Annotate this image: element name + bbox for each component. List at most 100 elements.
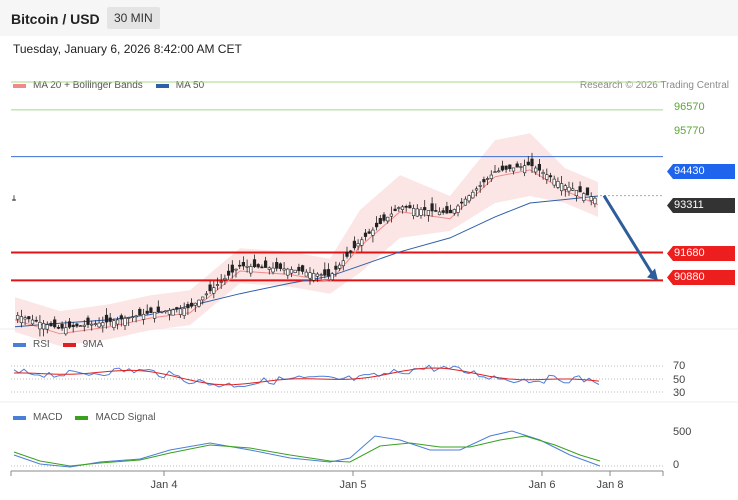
projection-arrow-head [647, 268, 658, 281]
candle-body [445, 206, 449, 214]
candle-body [519, 166, 523, 168]
candle-body [79, 325, 83, 327]
candle-body [193, 302, 197, 306]
candle-body [337, 264, 342, 269]
candle-body [404, 206, 408, 208]
candle-body [82, 324, 86, 327]
legend-label: MACD Signal [95, 412, 156, 423]
timeframe-badge[interactable]: 30 MIN [107, 7, 160, 29]
candle-body [263, 260, 268, 268]
candle-body [478, 185, 482, 187]
candle-body [448, 209, 453, 214]
legend-swatch [62, 342, 76, 347]
candle-body [537, 163, 541, 171]
legend-macd: MACD [13, 412, 62, 423]
rsi-tick-30: 30 [673, 387, 686, 399]
candle-body [508, 164, 512, 169]
x-tick-jan4: Jan 4 [150, 479, 178, 491]
candle-body [156, 306, 160, 313]
candle-body [511, 167, 516, 172]
candle-body [75, 323, 79, 327]
candle-body [108, 317, 112, 322]
candle-body [363, 232, 368, 237]
candle-body [400, 206, 405, 210]
candle-body [326, 269, 331, 277]
candle-body [138, 308, 142, 316]
candle-body [275, 262, 279, 269]
legend-swatch [13, 342, 26, 347]
candle-body [278, 263, 283, 269]
candle-body [215, 284, 220, 286]
candle-body [356, 243, 360, 247]
candle-body [241, 262, 246, 267]
candle-body [190, 302, 194, 307]
candle-body [589, 196, 593, 201]
candle-body [456, 205, 460, 213]
ma20-line [14, 169, 599, 335]
candle-body [93, 323, 97, 325]
level-label-96570: 96570 [674, 101, 705, 113]
candle-body [548, 175, 553, 178]
candle-body [534, 167, 538, 173]
candle-body [411, 208, 416, 216]
candle-body [297, 266, 301, 272]
legend-label: MACD [33, 412, 63, 423]
candle-body [167, 310, 172, 315]
candle-body [452, 209, 456, 214]
candle-body [585, 187, 590, 196]
candle-body [230, 264, 234, 273]
level-label-93311: 93311 [667, 198, 735, 213]
candle-body [434, 210, 438, 212]
candle-body [145, 310, 149, 314]
candle-body [574, 190, 578, 197]
candle-body [27, 316, 31, 320]
candle-body [482, 179, 486, 183]
legend-label: RSI [33, 339, 50, 350]
candle-body [64, 327, 68, 335]
candle-body [552, 178, 556, 186]
candle-body [293, 269, 297, 273]
candle-body [559, 183, 564, 192]
candle-body [271, 267, 275, 273]
candle-body [260, 266, 264, 269]
candle-body [12, 199, 16, 201]
candle-body [493, 171, 497, 173]
rsi-legend: RSI 9MA [13, 339, 116, 350]
level-label-91680: 91680 [667, 246, 735, 261]
candle-body [393, 208, 397, 212]
candle-body [378, 218, 382, 224]
candle-body [204, 293, 209, 296]
candle-body [345, 251, 349, 257]
candle-body [45, 324, 49, 330]
candle-body [249, 266, 253, 274]
candle-body [245, 265, 249, 268]
candle-body [319, 274, 323, 276]
candle-body [474, 188, 479, 191]
candle-body [201, 296, 205, 301]
candle-body [349, 250, 353, 253]
candle-body [530, 158, 534, 167]
macd-tick-500: 500 [673, 426, 692, 438]
candle-body [267, 267, 271, 270]
candle-body [489, 174, 493, 179]
macd-legend: MACD MACD Signal [13, 412, 168, 423]
candle-body [397, 207, 401, 209]
legend-label: MA 50 [175, 80, 205, 91]
candle-body [360, 239, 364, 246]
candle-body [471, 191, 475, 199]
candle-body [437, 211, 442, 216]
candle-body [19, 316, 24, 324]
legend-label: MA 20 + Bollinger Bands [33, 80, 143, 91]
candle-body [371, 229, 375, 236]
candle-body [593, 197, 597, 205]
candle-body [134, 315, 138, 318]
candle-body [234, 268, 238, 271]
candle-body [352, 240, 357, 249]
candle-body [71, 324, 75, 327]
candle-body [415, 208, 419, 217]
x-tick-jan8: Jan 8 [596, 479, 624, 491]
candle-body [238, 264, 242, 267]
candle-body [522, 165, 527, 174]
candle-body [127, 317, 131, 319]
